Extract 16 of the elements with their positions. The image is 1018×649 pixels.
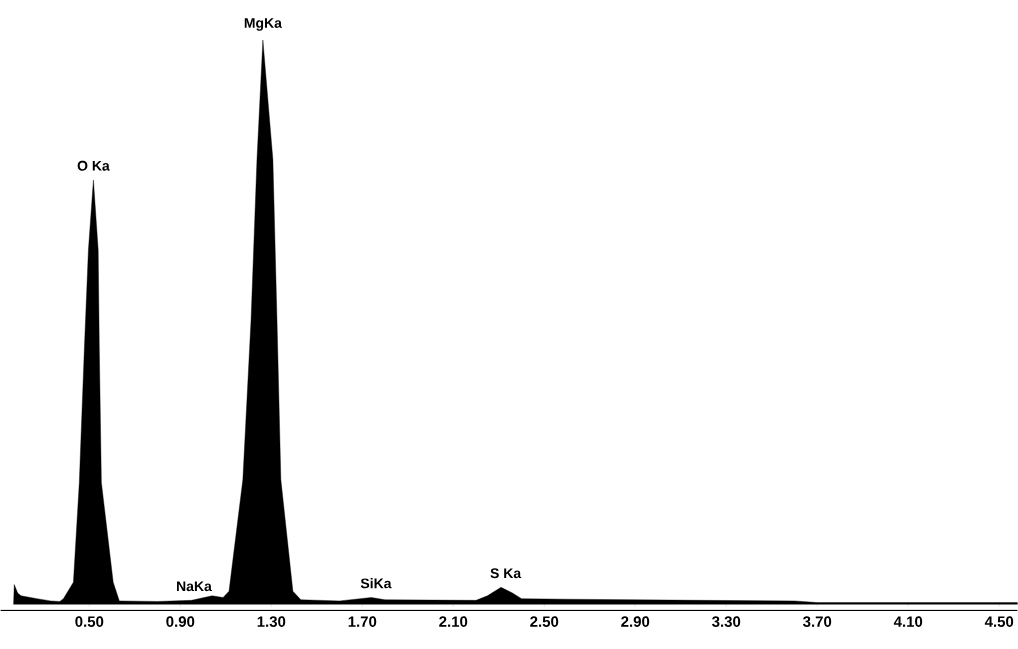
x-tick-label: 4.10 <box>893 616 923 627</box>
x-tick-label: 0.90 <box>166 616 195 627</box>
x-tick-label: 1.30 <box>257 616 286 627</box>
annotation: SiKa <box>360 577 392 589</box>
annotation: S Ka <box>490 568 522 579</box>
annotation: O Ka <box>77 160 110 171</box>
x-tick-label: 3.30 <box>712 616 741 627</box>
x-tick-label: 2.90 <box>621 616 650 627</box>
x-tick-label: 1.70 <box>348 616 377 627</box>
x-tick-label: 0.50 <box>75 616 104 627</box>
x-tick-label: 3.70 <box>803 616 832 627</box>
x-tick-label: 4.50 <box>984 616 1014 627</box>
annotation: MgKa <box>244 18 282 31</box>
x-tick-label: 2.50 <box>530 616 559 627</box>
x-tick-label: 2.10 <box>439 616 468 627</box>
annotation: NaKa <box>177 581 212 592</box>
